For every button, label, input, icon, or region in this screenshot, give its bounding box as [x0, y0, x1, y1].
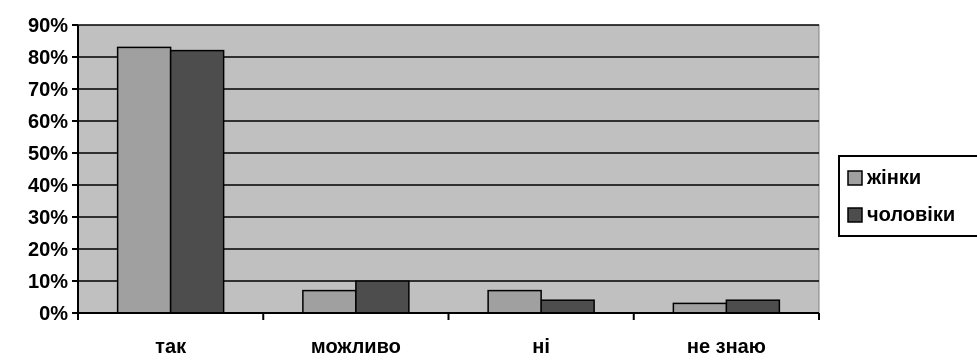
- x-tick-label: ні: [532, 336, 550, 358]
- x-tick-label: можливо: [311, 336, 401, 358]
- bar: [169, 49, 225, 314]
- y-tick-label: 70%: [28, 79, 68, 101]
- y-tick-label: 10%: [28, 271, 68, 293]
- legend-swatch-zhinky: [847, 170, 863, 186]
- y-tick-label: 40%: [28, 175, 68, 197]
- x-tick-label: так: [155, 336, 187, 358]
- y-tick-label: 0%: [39, 303, 68, 325]
- bar: [672, 302, 728, 314]
- y-tick-label: 30%: [28, 207, 68, 229]
- axes: [72, 24, 820, 320]
- bar: [725, 299, 781, 314]
- y-tick-labels: 0% 10% 20% 30% 40% 50% 60% 70% 80% 90%: [28, 15, 68, 325]
- legend: жінки чоловіки: [838, 155, 977, 237]
- x-tick-label: не знаю: [687, 336, 766, 358]
- bar: [355, 280, 410, 314]
- legend-box: [838, 155, 977, 237]
- y-tick-label: 80%: [28, 47, 68, 69]
- bar: [487, 289, 542, 314]
- legend-swatch-cholovik: [847, 207, 863, 223]
- bars: [116, 46, 781, 314]
- y-tick-label: 20%: [28, 239, 68, 261]
- x-tick-labels: так можливо ні не знаю: [155, 336, 766, 358]
- bar: [116, 46, 172, 314]
- bar: [302, 289, 357, 314]
- legend-label-zhinky: жінки: [866, 167, 921, 189]
- legend-label-cholovik: чоловіки: [867, 204, 955, 226]
- bar: [540, 299, 595, 314]
- y-tick-label: 90%: [28, 15, 68, 37]
- y-tick-label: 60%: [28, 111, 68, 133]
- y-tick-label: 50%: [28, 143, 68, 165]
